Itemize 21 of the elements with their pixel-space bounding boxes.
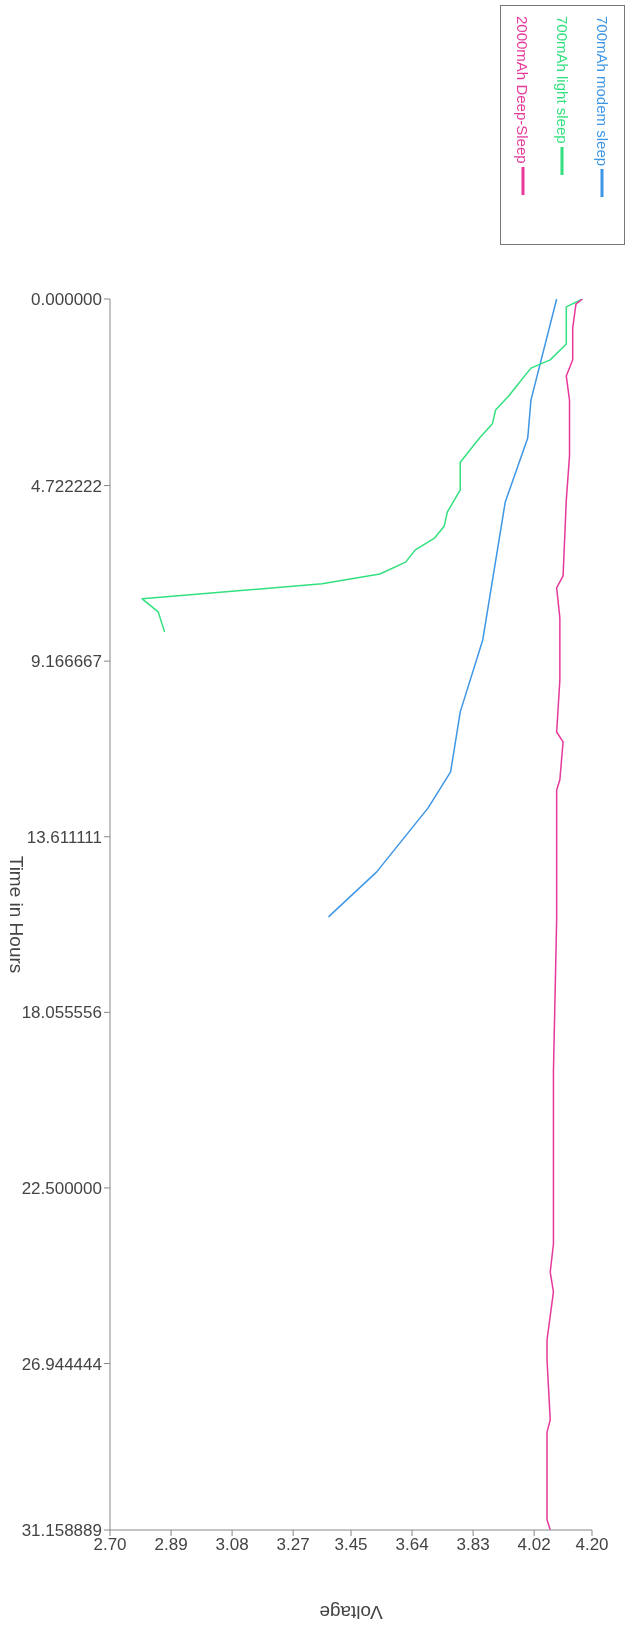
x-tick-label: 3.45 — [334, 1535, 368, 1555]
x-tick-label: 3.27 — [276, 1535, 310, 1555]
y-tick-label: 13.611111 — [26, 827, 102, 847]
x-tick-label: 3.83 — [456, 1535, 490, 1555]
y-tick-label: 0.000000 — [31, 290, 102, 310]
x-tick-label: 3.64 — [395, 1535, 429, 1555]
y-axis-title: Time in Hours — [5, 855, 27, 974]
y-tick-label: 18.055556 — [21, 1003, 102, 1023]
line-series — [546, 299, 584, 1530]
y-tick-label: 22.500000 — [21, 1178, 102, 1198]
x-axis-title: Voltage — [319, 1601, 383, 1623]
line-series — [141, 299, 584, 633]
x-tick-label: 4.20 — [575, 1535, 609, 1555]
y-tick-label: 4.722222 — [31, 476, 102, 496]
x-tick-label: 2.89 — [154, 1535, 188, 1555]
y-tick-label: 9.166667 — [31, 652, 102, 672]
y-tick-label: 26.944444 — [21, 1354, 102, 1374]
x-tick-label: 4.02 — [517, 1535, 551, 1555]
x-tick-label: 3.08 — [215, 1535, 249, 1555]
legend-box: 700mAh modem sleep 700mAh light sleep 2000mAh Deep-Sleep — [500, 5, 625, 245]
line-series — [327, 299, 558, 918]
